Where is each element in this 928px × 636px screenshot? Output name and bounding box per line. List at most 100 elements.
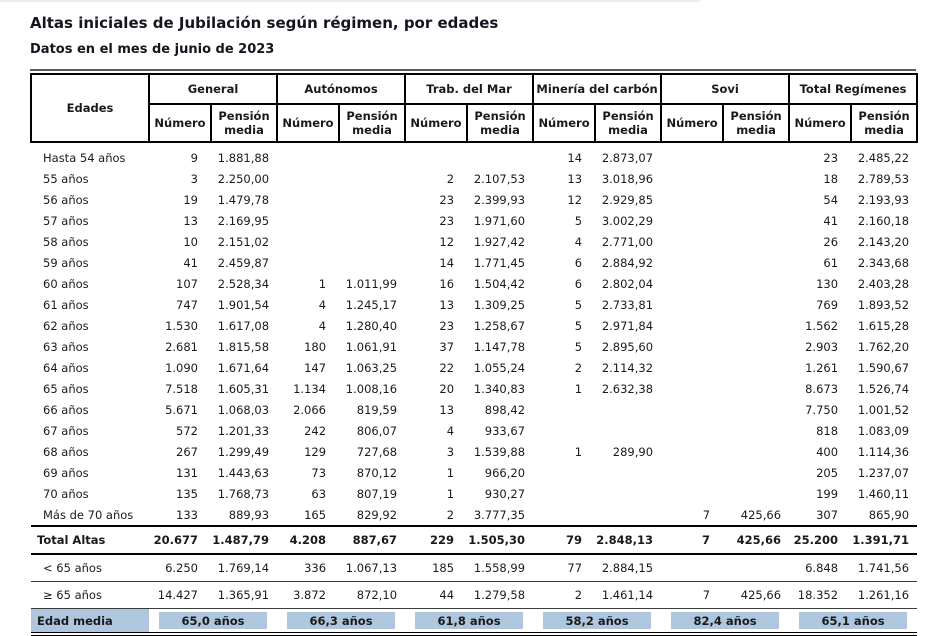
numero-cell — [661, 142, 723, 168]
pension-media-cell: 2.929,85 — [601, 192, 654, 207]
pension-media-cell: 1.258,67 — [473, 318, 526, 333]
pension-media-cell: 2.143,20 — [857, 234, 910, 249]
numero-cell: 13 — [439, 297, 455, 312]
numero-cell: 2.681 — [165, 339, 198, 354]
table-row: ≥ 65 años 14.427 1.365,91 3.872 872,10 44 1.27… — [31, 581, 918, 609]
pension-media-header: Pensión media — [209, 103, 279, 143]
pension-media-cell: 1.083,09 — [857, 423, 910, 438]
numero-cell: 61 — [823, 255, 839, 270]
pension-media-cell: 2.632,38 — [601, 381, 654, 396]
numero-cell: 14.427 — [149, 581, 211, 609]
pension-media-cell: 806,07 — [356, 423, 398, 438]
pension-media-cell: 1.237,07 — [857, 465, 910, 480]
numero-cell — [661, 231, 723, 252]
numero-cell: 242 — [304, 423, 327, 438]
pension-media-cell: 1.067,13 — [339, 554, 406, 582]
table-row: 68 años 267 1.299,49 129 727,68 3 1.539,88 1 289… — [31, 441, 917, 462]
row-label: 62 años — [43, 318, 89, 333]
table-row: 61 años 747 1.901,54 4 1.245,17 13 1.309,25 5 2.… — [31, 294, 917, 315]
table-row: 63 años 2.681 1.815,58 180 1.061,91 37 1.147,7… — [31, 336, 917, 357]
pension-media-cell: 1.671,64 — [217, 360, 270, 375]
numero-cell: 131 — [176, 465, 198, 480]
pension-media-cell: 1.771,45 — [473, 255, 526, 270]
pension-media-cell: 1.539,88 — [473, 444, 526, 459]
numero-cell: 5 — [574, 297, 583, 312]
numero-cell: 20 — [439, 381, 455, 396]
pension-media-cell: 1.971,60 — [473, 213, 526, 228]
group-header-sovi: Sovi — [660, 73, 791, 105]
numero-cell: 7 — [661, 581, 724, 609]
average-age-cell: 65,1 años — [789, 608, 918, 636]
numero-cell: 6.848 — [789, 554, 852, 582]
pension-media-header: Pensión media — [722, 103, 791, 143]
pension-media-cell: 2.459,87 — [217, 255, 270, 270]
numero-cell — [277, 142, 339, 168]
pension-media-cell — [723, 554, 790, 582]
numero-cell: 3 — [446, 444, 455, 459]
pension-media-cell — [595, 399, 661, 420]
pension-media-cell: 1.881,88 — [217, 150, 270, 165]
numero-cell: 1.090 — [165, 360, 198, 375]
table-row: 67 años 572 1.201,33 242 806,07 4 933,67 818 1.0… — [31, 420, 917, 441]
average-age-cell: 82,4 años — [661, 608, 790, 636]
table-row: 57 años 13 2.169,95 23 1.971,60 5 3.002,29 41 2.… — [31, 210, 917, 231]
pension-media-header: Pensión media — [466, 103, 535, 143]
numero-cell — [661, 252, 723, 273]
pension-media-header: Pensión media — [594, 103, 663, 143]
pension-media-cell: 2.873,07 — [601, 150, 654, 165]
table-row: 70 años 135 1.768,73 63 807,19 1 930,27 199 1.46… — [31, 483, 917, 504]
pension-media-cell: 1.340,83 — [473, 381, 526, 396]
numero-cell: 41 — [823, 213, 839, 228]
pension-media-cell: 1.927,42 — [473, 234, 526, 249]
pension-media-cell: 1.063,25 — [345, 360, 398, 375]
row-label: 58 años — [43, 234, 89, 249]
numero-cell: 747 — [176, 297, 198, 312]
pension-media-cell — [723, 420, 789, 441]
pension-media-cell: 887,67 — [339, 525, 406, 555]
pension-media-cell: 872,10 — [339, 581, 406, 609]
numero-cell: 199 — [816, 486, 839, 501]
numero-cell — [661, 420, 723, 441]
numero-header: Número — [404, 103, 469, 143]
numero-cell — [661, 357, 723, 378]
pension-media-cell: 1.201,33 — [217, 423, 270, 438]
numero-cell: 336 — [277, 554, 340, 582]
top-divider — [0, 0, 700, 2]
pension-media-header: Pensión media — [850, 103, 919, 143]
pension-media-cell — [723, 189, 789, 210]
pension-media-cell: 289,90 — [612, 444, 654, 459]
table-row: 64 años 1.090 1.671,64 147 1.063,25 22 1.055,2… — [31, 357, 917, 378]
numero-cell: 1 — [446, 486, 455, 501]
pension-media-cell — [595, 504, 661, 526]
pension-media-cell — [723, 315, 789, 336]
pension-media-cell: 1.479,78 — [217, 192, 270, 207]
numero-cell: 18 — [823, 171, 839, 186]
pension-media-cell — [339, 189, 405, 210]
pension-media-cell — [723, 273, 789, 294]
pension-media-cell — [723, 399, 789, 420]
numero-cell: 23 — [439, 318, 455, 333]
pension-media-cell: 425,66 — [740, 507, 782, 522]
numero-cell: 1.261 — [805, 360, 839, 375]
numero-cell: 54 — [823, 192, 839, 207]
pension-media-cell: 1.280,40 — [345, 318, 398, 333]
edades-header: Edades — [30, 73, 150, 143]
pension-media-cell: 898,42 — [484, 402, 526, 417]
average-age-cell: 66,3 años — [277, 608, 406, 636]
pension-media-cell: 1.590,67 — [857, 360, 910, 375]
numero-cell: 7.518 — [165, 381, 198, 396]
pension-media-cell: 2.971,84 — [601, 318, 654, 333]
numero-cell — [533, 420, 595, 441]
numero-cell: 1 — [574, 381, 583, 396]
pension-media-cell: 2.343,68 — [857, 255, 910, 270]
pension-media-cell: 2.528,34 — [217, 276, 270, 291]
pension-media-cell: 1.901,54 — [217, 297, 270, 312]
numero-cell: 205 — [816, 465, 839, 480]
numero-cell: 1 — [446, 465, 455, 480]
numero-cell: 5 — [574, 339, 583, 354]
numero-cell — [277, 210, 339, 231]
numero-cell: 12 — [439, 234, 455, 249]
row-label: Hasta 54 años — [43, 150, 126, 165]
table-row: 55 años 3 2.250,00 2 2.107,53 13 3.018,96 18 2.7… — [31, 168, 917, 189]
